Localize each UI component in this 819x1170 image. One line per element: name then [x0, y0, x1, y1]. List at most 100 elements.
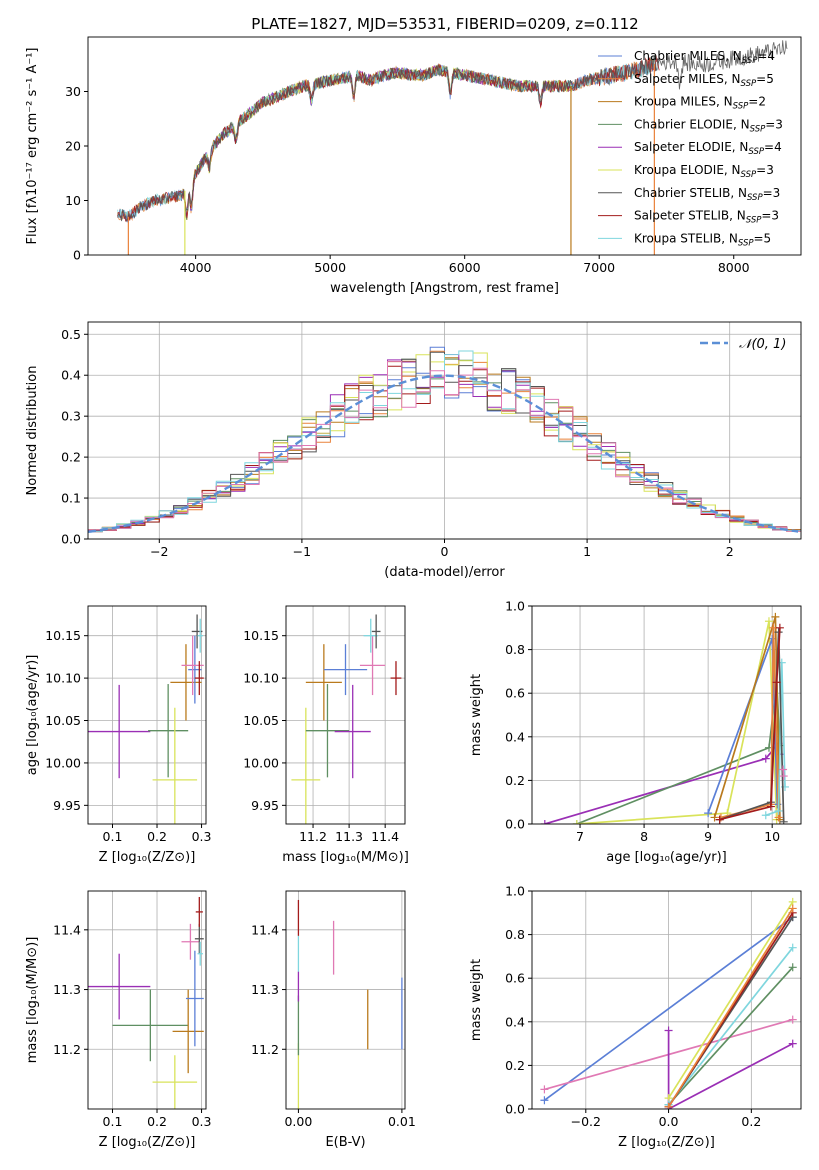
weight-marker [788, 963, 797, 972]
weight-marker [788, 904, 797, 913]
ebv_mass-panel: 0.00 0.01 11.2 11.3 11.4 E(B-V) [251, 890, 416, 1150]
x-tick-label: 0.01 [388, 1114, 416, 1129]
y-tick-label: 10.05 [243, 713, 279, 728]
legend-entry: Kroupa ELODIE, NSSP=3 [634, 163, 774, 180]
weight-marker [774, 806, 783, 815]
gaussian-curve [88, 374, 799, 533]
errorbars [297, 899, 403, 1109]
weight-marker [761, 754, 770, 763]
weight-marker [779, 765, 788, 774]
y-axis-label: Flux [fλ10⁻¹⁷ erg cm⁻² s⁻¹ A⁻¹] [25, 48, 40, 245]
x-tick-label: 0.0 [659, 1114, 679, 1129]
y-tick-label: 10 [65, 193, 81, 208]
mass_age-panel: 11.2 11.3 11.4 9.95 10.00 10.05 10.10 10.15 mass… [243, 605, 409, 865]
y-tick-label: 9.95 [53, 798, 81, 813]
weight-marker [779, 817, 788, 824]
x-axis-label: (data-model)/error [384, 565, 505, 580]
y-tick-label: 0.6 [505, 971, 525, 986]
age_weight-panel: 7 8 9 10 0.0 0.2 0.4 0.6 0.8 1.0 age [log₁₀(age/yr… [469, 599, 802, 865]
x-tick-label: 9 [704, 829, 712, 844]
y-tick-label: 0.4 [505, 1014, 525, 1029]
x-axis-label: mass [log₁₀(M/M⊙)] [282, 850, 409, 865]
x-tick-label: 11.2 [299, 829, 327, 844]
y-tick-label: 0.0 [505, 817, 525, 832]
y-tick-label: 0.0 [505, 1102, 525, 1117]
weight-marker [775, 623, 784, 632]
weight-series [667, 901, 794, 1099]
weight-marker [540, 820, 549, 824]
spectrum-legend: Chabrier MILES, NSSP=4 Salpeter MILES, NS… [598, 49, 783, 248]
y-tick-label: 10.10 [45, 671, 81, 686]
spectrum-series [117, 40, 788, 223]
x-axis-label: Z [log₁₀(Z/Z⊙)] [618, 1135, 715, 1150]
weight-marker [779, 772, 788, 781]
y-tick-label: 30 [65, 84, 81, 99]
x-tick-label: 0.2 [147, 829, 167, 844]
y-tick-label: 0.4 [505, 729, 525, 744]
x-tick-label: −2 [150, 544, 168, 559]
x-tick-label: 1 [583, 544, 591, 559]
y-tick-label: 0.4 [61, 368, 81, 383]
spectrum-panel: 4000 5000 6000 7000 8000 0 10 20 30 wavelength [A… [25, 36, 802, 296]
x-axis-label: Z [log₁₀(Z/Z⊙)] [99, 850, 196, 865]
x-tick-label: −0.2 [571, 1114, 601, 1129]
histogram-series [88, 360, 801, 532]
axes-frame [87, 890, 207, 1110]
y-tick-label: 20 [65, 139, 81, 154]
errorbars [291, 614, 402, 824]
y-axis-label: mass weight [469, 674, 484, 756]
weight-lines [540, 897, 797, 1109]
weight-marker [664, 1026, 673, 1035]
weight-marker [715, 815, 724, 824]
y-tick-label: 11.2 [251, 1042, 279, 1057]
legend-entry: Salpeter STELIB, NSSP=3 [634, 209, 779, 226]
weight-marker [788, 1015, 797, 1024]
weight-series [667, 907, 794, 1108]
weight-marker [774, 628, 783, 637]
x-tick-label: 8000 [718, 260, 750, 275]
y-tick-label: 0.8 [505, 642, 525, 657]
y-tick-label: 1.0 [505, 599, 525, 614]
x-tick-label: −1 [293, 544, 311, 559]
legend-entry: Kroupa STELIB, NSSP=5 [634, 231, 771, 248]
weight-marker [788, 943, 797, 952]
y-tick-label: 0.2 [505, 773, 525, 788]
x-tick-label: 6000 [449, 260, 481, 275]
legend-entry: 𝒩(0, 1) [739, 337, 786, 352]
y-tick-label: 0.3 [61, 409, 81, 424]
z_weight-panel: −0.2 0.0 0.2 0.0 0.2 0.4 0.6 0.8 1.0 Z [log₁₀(Z/Z… [469, 884, 802, 1150]
y-tick-label: 0.8 [505, 927, 525, 942]
x-axis-label: E(B-V) [325, 1135, 365, 1150]
legend-entry: Salpeter ELODIE, NSSP=4 [634, 140, 782, 157]
weight-series [719, 627, 781, 821]
weight-marker [572, 820, 581, 824]
y-tick-label: 0.2 [61, 450, 81, 465]
y-tick-label: 10.00 [45, 755, 81, 770]
y-tick-label: 10.10 [243, 671, 279, 686]
weight-series [667, 1030, 794, 1109]
axes-frame [531, 890, 802, 1110]
gauss-legend: 𝒩(0, 1) [700, 337, 786, 352]
axes-frame [87, 605, 207, 825]
x-tick-label: 0.1 [103, 829, 123, 844]
weight-series [576, 621, 778, 824]
y-tick-label: 10.05 [45, 713, 81, 728]
y-tick-label: 11.3 [251, 982, 279, 997]
weight-marker [771, 612, 780, 621]
y-axis-label: mass weight [469, 959, 484, 1041]
x-tick-label: 10 [764, 829, 780, 844]
y-tick-label: 0.2 [505, 1058, 525, 1073]
errorbars [88, 614, 204, 824]
y-tick-label: 0 [73, 248, 81, 263]
y-tick-label: 0.1 [61, 491, 81, 506]
x-axis-label: age [log₁₀(age/yr)] [606, 850, 727, 865]
legend-entry: Chabrier ELODIE, NSSP=3 [634, 117, 783, 134]
weight-series [543, 916, 794, 1101]
y-axis-label: Normed distribution [25, 366, 40, 496]
x-tick-label: 0.2 [741, 1114, 761, 1129]
residual_hist-panel: −2 −1 0 1 2 0.0 0.1 0.2 0.3 0.4 0.5 (data-model)/er… [25, 321, 802, 580]
weight-marker [788, 1039, 797, 1048]
histograms [88, 346, 801, 533]
x-tick-label: 4000 [180, 260, 212, 275]
